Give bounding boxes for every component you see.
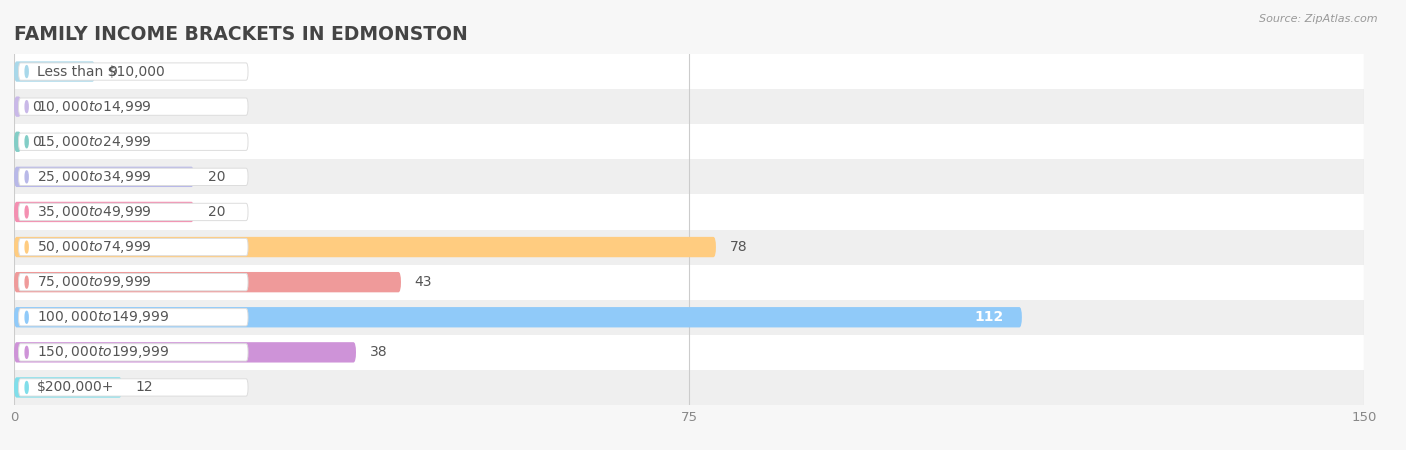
- Text: 9: 9: [108, 64, 118, 79]
- Bar: [14, 300, 1364, 335]
- FancyBboxPatch shape: [14, 272, 401, 292]
- FancyBboxPatch shape: [14, 131, 21, 152]
- Circle shape: [25, 101, 28, 112]
- Circle shape: [25, 136, 28, 148]
- Bar: [14, 335, 1364, 370]
- Bar: [14, 89, 1364, 124]
- Text: FAMILY INCOME BRACKETS IN EDMONSTON: FAMILY INCOME BRACKETS IN EDMONSTON: [14, 25, 468, 44]
- FancyBboxPatch shape: [18, 98, 247, 115]
- Bar: [14, 370, 1364, 405]
- Bar: [14, 159, 1364, 194]
- FancyBboxPatch shape: [14, 166, 194, 187]
- Text: $25,000 to $34,999: $25,000 to $34,999: [37, 169, 152, 185]
- Text: $10,000 to $14,999: $10,000 to $14,999: [37, 99, 152, 115]
- Bar: [14, 265, 1364, 300]
- FancyBboxPatch shape: [14, 61, 96, 82]
- Circle shape: [25, 171, 28, 183]
- Text: 43: 43: [415, 275, 432, 289]
- FancyBboxPatch shape: [18, 168, 247, 185]
- Text: $15,000 to $24,999: $15,000 to $24,999: [37, 134, 152, 150]
- Text: 20: 20: [208, 170, 225, 184]
- FancyBboxPatch shape: [18, 344, 247, 361]
- FancyBboxPatch shape: [18, 63, 247, 80]
- Text: Less than $10,000: Less than $10,000: [37, 64, 165, 79]
- Text: Source: ZipAtlas.com: Source: ZipAtlas.com: [1260, 14, 1378, 23]
- FancyBboxPatch shape: [18, 238, 247, 256]
- FancyBboxPatch shape: [18, 133, 247, 150]
- Text: $150,000 to $199,999: $150,000 to $199,999: [37, 344, 169, 360]
- FancyBboxPatch shape: [18, 203, 247, 220]
- Text: $50,000 to $74,999: $50,000 to $74,999: [37, 239, 152, 255]
- Text: $100,000 to $149,999: $100,000 to $149,999: [37, 309, 169, 325]
- FancyBboxPatch shape: [14, 237, 716, 257]
- Text: 112: 112: [974, 310, 1004, 324]
- FancyBboxPatch shape: [14, 342, 356, 363]
- Bar: [14, 194, 1364, 230]
- Bar: [14, 124, 1364, 159]
- Text: 12: 12: [135, 380, 153, 395]
- Circle shape: [25, 241, 28, 253]
- Text: 20: 20: [208, 205, 225, 219]
- Circle shape: [25, 66, 28, 77]
- FancyBboxPatch shape: [14, 202, 194, 222]
- FancyBboxPatch shape: [18, 309, 247, 326]
- Text: 0: 0: [32, 99, 41, 114]
- Circle shape: [25, 276, 28, 288]
- FancyBboxPatch shape: [14, 96, 21, 117]
- Circle shape: [25, 346, 28, 358]
- Text: 0: 0: [32, 135, 41, 149]
- FancyBboxPatch shape: [14, 307, 1022, 328]
- Bar: [14, 230, 1364, 265]
- Bar: [14, 54, 1364, 89]
- Text: 78: 78: [730, 240, 747, 254]
- Text: $200,000+: $200,000+: [37, 380, 114, 395]
- Circle shape: [25, 382, 28, 393]
- Text: $35,000 to $49,999: $35,000 to $49,999: [37, 204, 152, 220]
- Text: $75,000 to $99,999: $75,000 to $99,999: [37, 274, 152, 290]
- FancyBboxPatch shape: [18, 274, 247, 291]
- Circle shape: [25, 311, 28, 323]
- Text: 38: 38: [370, 345, 387, 360]
- FancyBboxPatch shape: [18, 379, 247, 396]
- Circle shape: [25, 206, 28, 218]
- FancyBboxPatch shape: [14, 377, 122, 398]
